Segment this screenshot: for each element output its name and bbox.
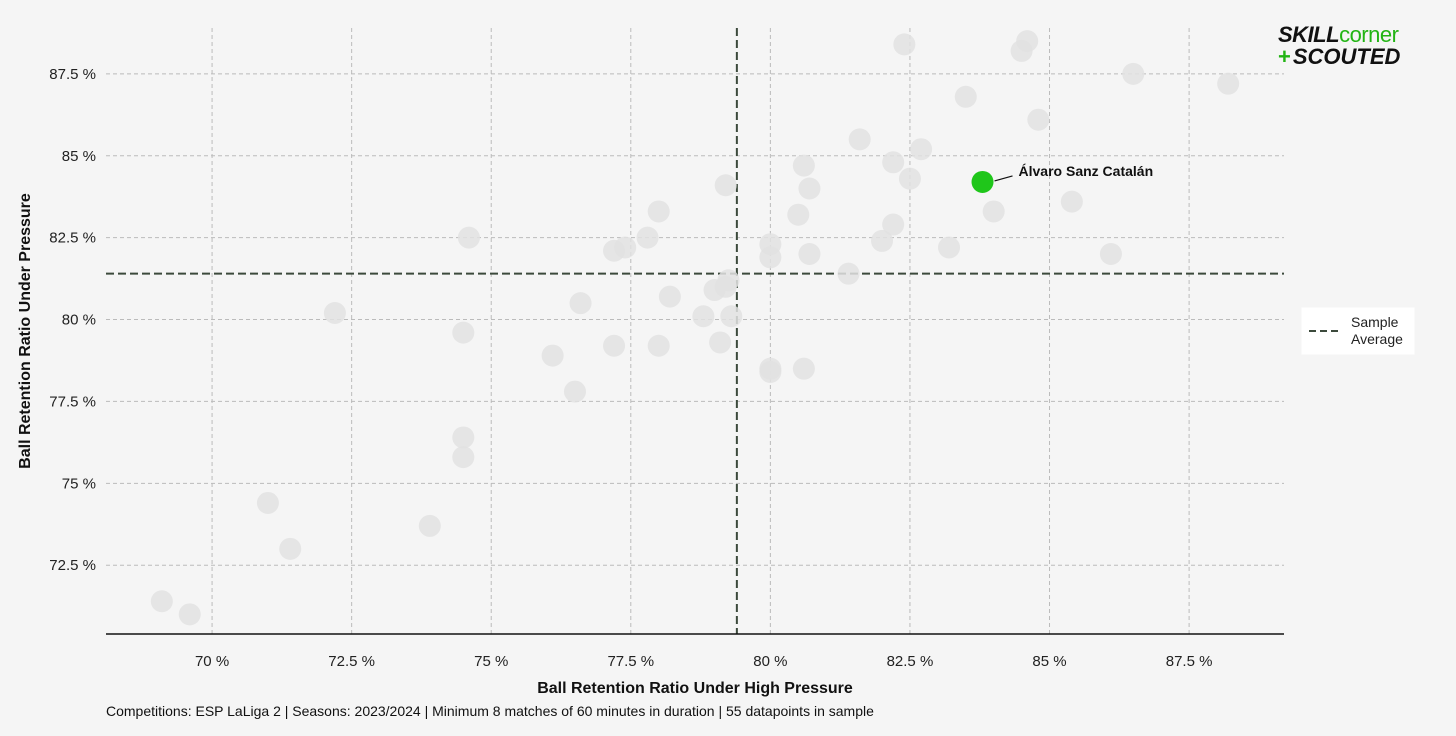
data-point bbox=[759, 360, 782, 383]
data-point bbox=[982, 200, 1005, 223]
data-point bbox=[569, 292, 592, 315]
y-tick-label: 77.5 % bbox=[49, 393, 96, 410]
data-point bbox=[150, 590, 173, 613]
data-point bbox=[636, 226, 659, 249]
x-tick-label: 70 % bbox=[195, 653, 229, 670]
data-point bbox=[848, 128, 871, 151]
legend-label-line2: Average bbox=[1351, 331, 1403, 347]
logo-line1: SKILLcorner bbox=[1278, 22, 1399, 47]
legend-label-line1: Sample bbox=[1351, 314, 1399, 330]
data-points bbox=[150, 30, 1240, 626]
data-point bbox=[614, 236, 637, 259]
data-point bbox=[178, 603, 201, 626]
x-tick-label: 75 % bbox=[474, 653, 508, 670]
legend: Sample Average bbox=[1301, 307, 1415, 355]
data-point bbox=[418, 514, 441, 537]
y-tick-label: 72.5 % bbox=[49, 557, 96, 574]
data-point bbox=[787, 203, 810, 226]
logo-line2: +SCOUTED bbox=[1278, 44, 1401, 69]
x-tick-label: 85 % bbox=[1032, 653, 1066, 670]
average-lines bbox=[106, 28, 1284, 634]
data-point bbox=[882, 213, 905, 236]
annotation-leader-line bbox=[994, 175, 1013, 182]
data-point bbox=[882, 151, 905, 174]
data-point bbox=[798, 177, 821, 200]
x-tick-label: 82.5 % bbox=[887, 653, 934, 670]
y-tick-label: 80 % bbox=[62, 312, 96, 329]
y-axis-title: Ball Retention Ratio Under Pressure bbox=[17, 193, 34, 469]
grid bbox=[106, 28, 1284, 634]
data-point bbox=[279, 537, 302, 560]
data-point bbox=[452, 446, 475, 469]
data-point bbox=[452, 321, 475, 344]
data-point bbox=[457, 226, 480, 249]
data-point bbox=[720, 305, 743, 328]
data-point bbox=[692, 305, 715, 328]
footnote: Competitions: ESP LaLiga 2 | Seasons: 20… bbox=[106, 703, 874, 719]
data-point bbox=[871, 229, 894, 252]
y-tick-labels: 72.5 % 75 % 77.5 % 80 % 82.5 % 85 % 87.5 % bbox=[49, 66, 96, 574]
data-point bbox=[714, 174, 737, 197]
data-point bbox=[717, 269, 740, 292]
skillcorner-scouted-logo: SKILLcorner +SCOUTED bbox=[1278, 24, 1428, 68]
y-tick-label: 87.5 % bbox=[49, 66, 96, 83]
data-point bbox=[1027, 108, 1050, 131]
data-point bbox=[893, 33, 916, 56]
data-point bbox=[837, 262, 860, 285]
data-point bbox=[541, 344, 564, 367]
x-tick-label: 72.5 % bbox=[328, 653, 375, 670]
data-point bbox=[798, 243, 821, 266]
data-point bbox=[792, 154, 815, 177]
data-point bbox=[1060, 190, 1083, 213]
data-point bbox=[647, 200, 670, 223]
data-point bbox=[1122, 62, 1145, 85]
x-tick-labels: 70 % 72.5 % 75 % 77.5 % 80 % 82.5 % 85 % 87.5 % bbox=[195, 653, 1212, 670]
data-point bbox=[647, 334, 670, 357]
data-point bbox=[898, 167, 921, 190]
data-point bbox=[938, 236, 961, 259]
highlight-group: Álvaro Sanz Catalán bbox=[971, 163, 1154, 193]
x-tick-label: 87.5 % bbox=[1166, 653, 1213, 670]
data-point bbox=[792, 357, 815, 380]
data-point bbox=[1099, 243, 1122, 266]
data-point bbox=[658, 285, 681, 308]
y-tick-label: 85 % bbox=[62, 148, 96, 165]
data-point bbox=[323, 301, 346, 324]
x-axis-title: Ball Retention Ratio Under High Pressure bbox=[537, 680, 853, 697]
x-tick-label: 80 % bbox=[753, 653, 787, 670]
data-point bbox=[256, 491, 279, 514]
data-point bbox=[563, 380, 586, 403]
highlight-label: Álvaro Sanz Catalán bbox=[1019, 163, 1154, 179]
data-point bbox=[954, 85, 977, 108]
data-point bbox=[1217, 72, 1240, 95]
x-tick-label: 77.5 % bbox=[607, 653, 654, 670]
data-point bbox=[452, 426, 475, 449]
highlight-point bbox=[971, 170, 994, 193]
data-point bbox=[910, 138, 933, 161]
data-point bbox=[603, 334, 626, 357]
y-tick-label: 75 % bbox=[62, 475, 96, 492]
data-point bbox=[1016, 30, 1039, 53]
y-tick-label: 82.5 % bbox=[49, 230, 96, 247]
data-point bbox=[709, 331, 732, 354]
data-point bbox=[759, 246, 782, 269]
